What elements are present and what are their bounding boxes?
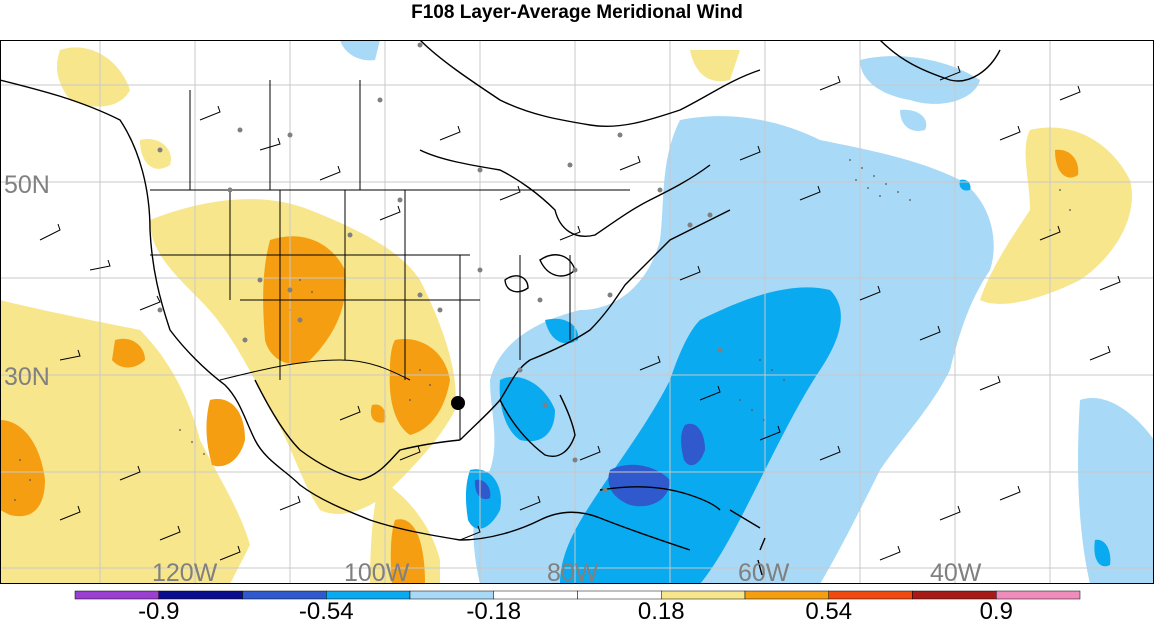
- storm-center-dot: [451, 396, 465, 410]
- lat-lon-grid: [0, 40, 1154, 584]
- coastlines: [0, 40, 1001, 576]
- lon-label-100w: 100W: [344, 559, 410, 584]
- lon-label-60w: 60W: [738, 559, 790, 584]
- colorbar-swatches: [74, 590, 1081, 600]
- latitude-labels: 50N 30N: [4, 171, 50, 391]
- longitude-labels: 120W 100W 80W 60W 40W: [152, 559, 982, 584]
- wind-barbs: [39, 65, 1121, 561]
- colorbar-tick-label: 0.9: [980, 598, 1013, 622]
- lat-label-50n: 50N: [4, 171, 50, 199]
- lon-label-80w: 80W: [547, 559, 599, 584]
- wind-map: 50N 30N 120W 100W 80W 60W 40W: [0, 40, 1154, 584]
- colorbar-tick-label: 0.18: [638, 598, 685, 622]
- lon-label-120w: 120W: [152, 559, 218, 584]
- colorbar-tick-label: -0.9: [138, 598, 179, 622]
- colorbar-tick-label: 0.54: [805, 598, 852, 622]
- colorbar-tick-label: -0.54: [299, 598, 354, 622]
- station-dots: [157, 42, 723, 493]
- stronger-negative-regions: [474, 423, 705, 507]
- lon-label-40w: 40W: [930, 559, 982, 584]
- map-title: F108 Layer-Average Meridional Wind: [411, 2, 743, 23]
- colorbar: -0.9 -0.54 -0.18 0.18 0.54 0.9: [74, 590, 1081, 622]
- colorbar-tick-label: -0.18: [466, 598, 521, 622]
- political-borders: [150, 80, 630, 440]
- colorbar-tick-labels: -0.9 -0.54 -0.18 0.18 0.54 0.9: [138, 598, 1013, 622]
- lat-label-30n: 30N: [4, 363, 50, 391]
- colorbar-swatch: [996, 590, 1081, 600]
